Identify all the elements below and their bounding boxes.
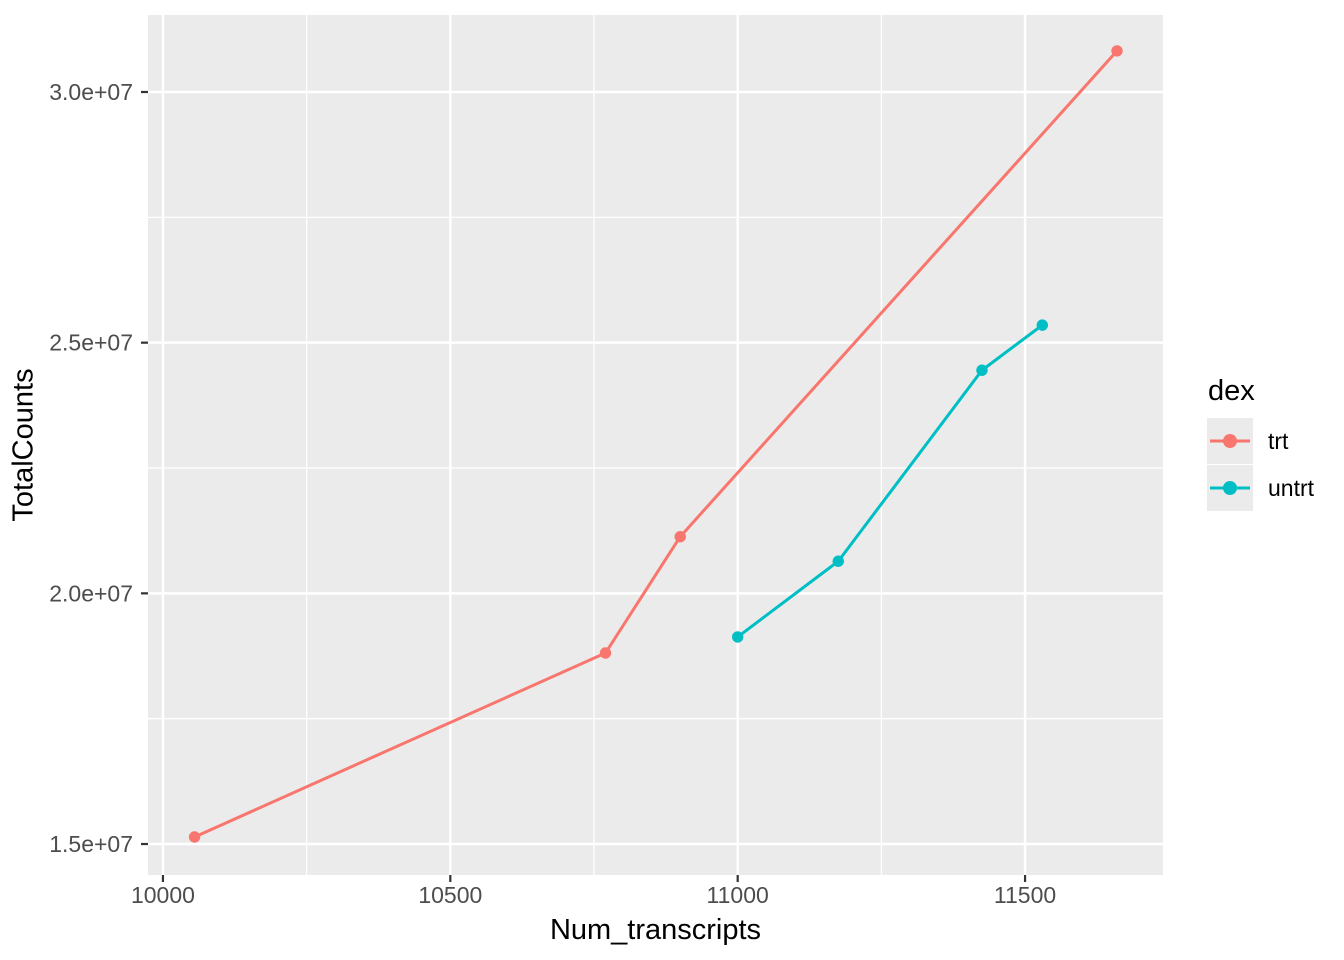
y-tick-label: 3.0e+07: [49, 79, 133, 105]
untrt-line-point-icon: [1210, 481, 1250, 495]
plot-panel: [148, 15, 1163, 875]
legend: dex trt untrt: [1207, 377, 1314, 512]
x-tick-label: 11500: [994, 882, 1056, 908]
data-point-trt: [674, 530, 686, 543]
x-axis-title: Num_transcripts: [549, 914, 762, 946]
series-line-untrt: [736, 323, 1044, 639]
data-point-untrt: [832, 555, 844, 567]
data-point-untrt: [731, 631, 744, 643]
y-axis-title: TotalCounts: [7, 368, 40, 522]
data-point-trt: [599, 647, 612, 659]
data-point-untrt: [976, 364, 988, 376]
series-untrt: [731, 319, 1049, 643]
series-line-trt: [193, 49, 1119, 839]
data-point-untrt: [1036, 319, 1049, 331]
series-trt: [188, 45, 1123, 843]
legend-item-untrt: untrt: [1207, 465, 1314, 511]
legend-title: dex: [1208, 375, 1255, 407]
y-tick-label: 2.5e+07: [49, 330, 133, 356]
x-tick-label: 10500: [418, 882, 482, 908]
legend-key-untrt: [1207, 465, 1253, 511]
y-tick-label: 2.0e+07: [49, 580, 133, 606]
y-tick-label: 1.5e+07: [49, 831, 133, 857]
data-point-trt: [1111, 45, 1123, 57]
legend-key-trt: [1207, 418, 1253, 464]
x-tick-label: 10000: [131, 882, 195, 908]
trt-line-point-icon: [1210, 434, 1250, 448]
legend-label-trt: trt: [1268, 427, 1289, 454]
x-tick-label: 11000: [707, 882, 769, 908]
legend-item-trt: trt: [1207, 418, 1314, 464]
legend-label-untrt: untrt: [1268, 474, 1315, 501]
data-point-trt: [188, 831, 201, 843]
